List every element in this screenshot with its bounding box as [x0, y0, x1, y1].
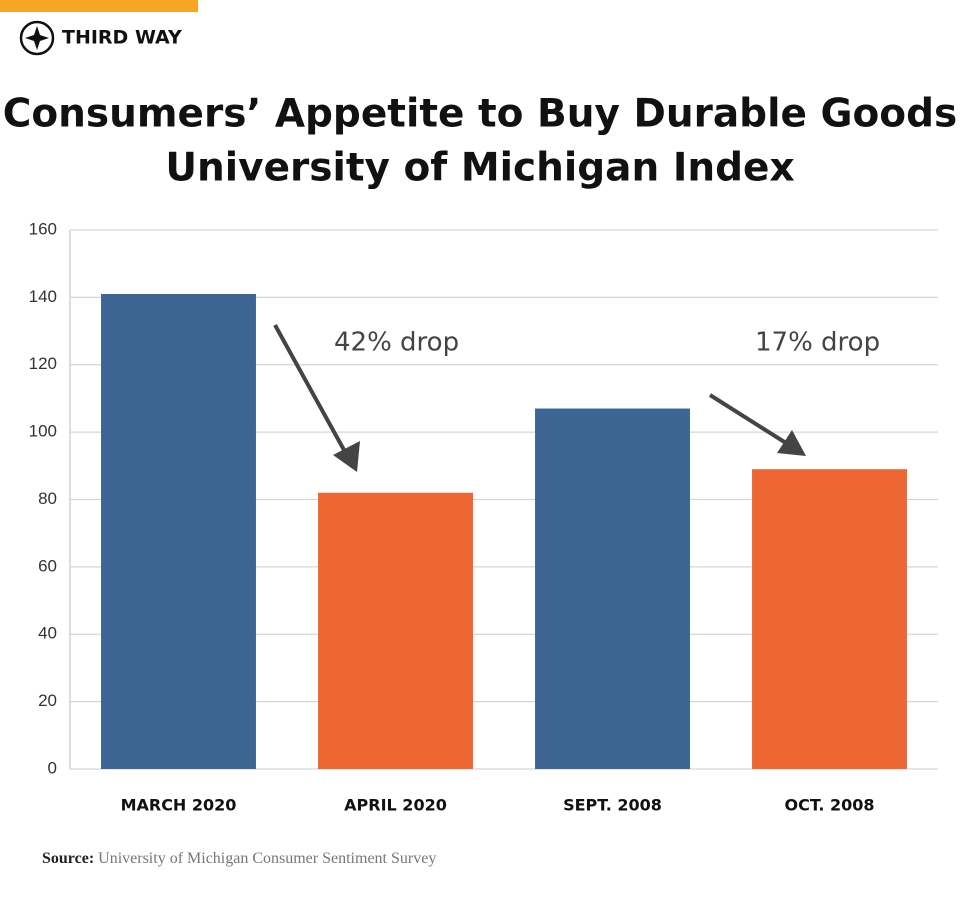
bar	[535, 408, 690, 769]
x-tick-label: SEPT. 2008	[563, 796, 662, 815]
arrows	[273, 324, 806, 472]
x-tick-label: OCT. 2008	[784, 796, 874, 815]
y-tick-label: 40	[38, 624, 57, 643]
y-tick-label: 80	[38, 489, 57, 508]
source: Source: University of Michigan Consumer …	[42, 850, 436, 867]
y-tick-label: 0	[48, 758, 57, 777]
y-tick-label: 160	[29, 219, 57, 238]
y-tick-label: 100	[29, 422, 57, 441]
brand: THIRD WAY	[62, 27, 182, 49]
x-tick-label: APRIL 2020	[344, 796, 447, 815]
bar	[101, 294, 256, 769]
y-tick-label: 60	[38, 556, 57, 575]
x-tick-label: MARCH 2020	[121, 796, 237, 815]
bar	[752, 469, 907, 769]
annotation: 17% drop	[755, 328, 880, 358]
logo	[19, 20, 55, 56]
annotation: 42% drop	[334, 328, 459, 358]
source-label: Source:	[42, 850, 94, 867]
y-tick-label: 120	[29, 354, 57, 373]
bar	[318, 492, 473, 769]
top-accent	[0, 0, 198, 12]
chart-title: Consumers’ Appetite to Buy Durable Goods	[3, 92, 957, 137]
y-tick-label: 140	[29, 287, 57, 306]
y-tick-label: 20	[38, 691, 57, 710]
source-text: University of Michigan Consumer Sentimen…	[98, 850, 436, 867]
chart-subtitle: University of Michigan Index	[165, 146, 794, 191]
